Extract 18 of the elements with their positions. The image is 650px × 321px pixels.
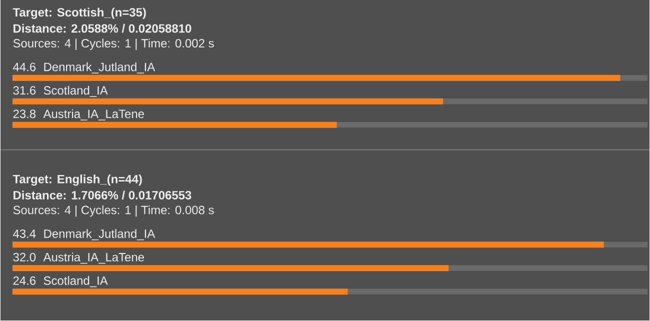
y-tick-label: Denmark_Jutland_IA [44, 62, 156, 74]
y-tick-label: Scotland_IA [44, 86, 108, 98]
data-label: 44.6 [13, 62, 36, 72]
y-tick-label: Austria_IA_LaTene [43, 110, 144, 121]
chart-subtitle: Distance: 2.0588% / 0.02058810 [14, 24, 192, 34]
data-label: 31.6 [13, 86, 36, 95]
data-label: 24.6 [13, 276, 36, 286]
chart-title: Target: Scottish_(n=35) [12, 8, 146, 20]
y-tick-label: Denmark_Jutland_IA [44, 229, 156, 240]
data-label: 32.0 [13, 253, 36, 262]
source-note: Sources: 4 | Cycles: 1 | Time: 0.008 s [13, 206, 214, 217]
y-tick-label: Austria_IA_LaTene [43, 252, 144, 264]
source-note: Sources: 4 | Cycles: 1 | Time: 0.002 s [13, 38, 214, 50]
chart-subtitle: Distance: 1.7066% / 0.01706553 [14, 190, 192, 200]
y-tick-label: Scotland_IA [44, 276, 108, 288]
data-label: 43.4 [13, 230, 36, 238]
data-label: 23.8 [13, 110, 36, 118]
chart-title: Target: English_(n=44) [12, 174, 142, 186]
